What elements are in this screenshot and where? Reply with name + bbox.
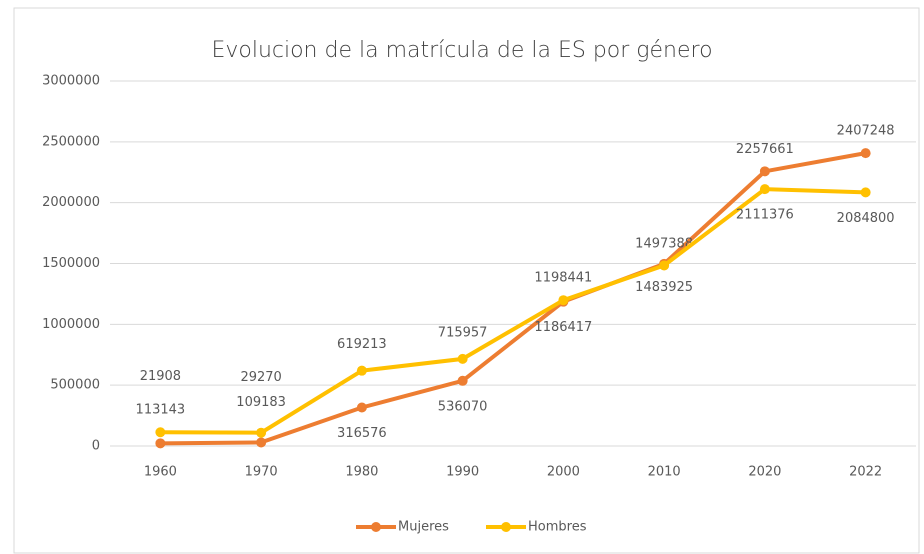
y-tick-label: 500000 bbox=[50, 378, 100, 393]
data-label: 29270 bbox=[240, 370, 281, 385]
data-point bbox=[558, 295, 569, 306]
data-label: 316576 bbox=[337, 426, 387, 441]
series-line bbox=[160, 187, 866, 435]
data-point bbox=[759, 184, 770, 195]
legend-label: Mujeres bbox=[398, 520, 449, 535]
data-point bbox=[659, 260, 670, 271]
x-tick-label: 1960 bbox=[144, 465, 177, 480]
legend-label: Hombres bbox=[528, 520, 587, 535]
data-label: 2407248 bbox=[837, 124, 895, 139]
y-tick-label: 2000000 bbox=[42, 195, 100, 210]
y-tick-label: 1500000 bbox=[42, 256, 100, 271]
data-label: 21908 bbox=[140, 369, 181, 384]
data-point bbox=[155, 427, 166, 438]
x-tick-label: 2020 bbox=[748, 465, 781, 480]
x-tick-label: 2022 bbox=[849, 465, 882, 480]
x-tick-label: 1980 bbox=[345, 465, 378, 480]
data-label: 1483925 bbox=[635, 280, 693, 295]
legend-marker bbox=[371, 522, 381, 532]
data-point bbox=[155, 438, 166, 449]
y-tick-label: 0 bbox=[92, 439, 100, 454]
data-point bbox=[457, 353, 468, 364]
data-label: 2111376 bbox=[736, 208, 794, 223]
data-label: 1186417 bbox=[534, 320, 592, 335]
data-point bbox=[256, 427, 267, 438]
y-tick-label: 3000000 bbox=[42, 74, 100, 89]
x-tick-label: 2000 bbox=[547, 465, 580, 480]
data-label: 536070 bbox=[438, 399, 488, 414]
data-label: 715957 bbox=[438, 325, 488, 340]
data-label: 2257661 bbox=[736, 142, 794, 157]
series-line bbox=[160, 151, 866, 446]
x-tick-label: 1970 bbox=[245, 465, 278, 480]
data-point bbox=[356, 402, 367, 413]
data-label: 1198441 bbox=[534, 271, 592, 286]
data-label: 113143 bbox=[136, 403, 186, 418]
chart-frame bbox=[13, 7, 920, 554]
y-tick-label: 2500000 bbox=[42, 134, 100, 149]
data-label: 2084800 bbox=[837, 211, 895, 226]
x-tick-label: 1990 bbox=[446, 465, 479, 480]
data-point bbox=[457, 375, 468, 386]
x-tick-label: 2010 bbox=[648, 465, 681, 480]
data-point bbox=[356, 365, 367, 376]
chart-title: Evolucion de la matrícula de la ES por g… bbox=[211, 38, 712, 63]
data-point bbox=[860, 148, 871, 159]
data-label: 619213 bbox=[337, 337, 387, 352]
data-label: 109183 bbox=[236, 395, 286, 410]
data-label: 1497388 bbox=[635, 236, 693, 251]
data-point bbox=[256, 437, 267, 448]
data-point bbox=[860, 187, 871, 198]
y-tick-label: 1000000 bbox=[42, 317, 100, 332]
legend-marker bbox=[501, 522, 511, 532]
data-point bbox=[759, 166, 770, 177]
